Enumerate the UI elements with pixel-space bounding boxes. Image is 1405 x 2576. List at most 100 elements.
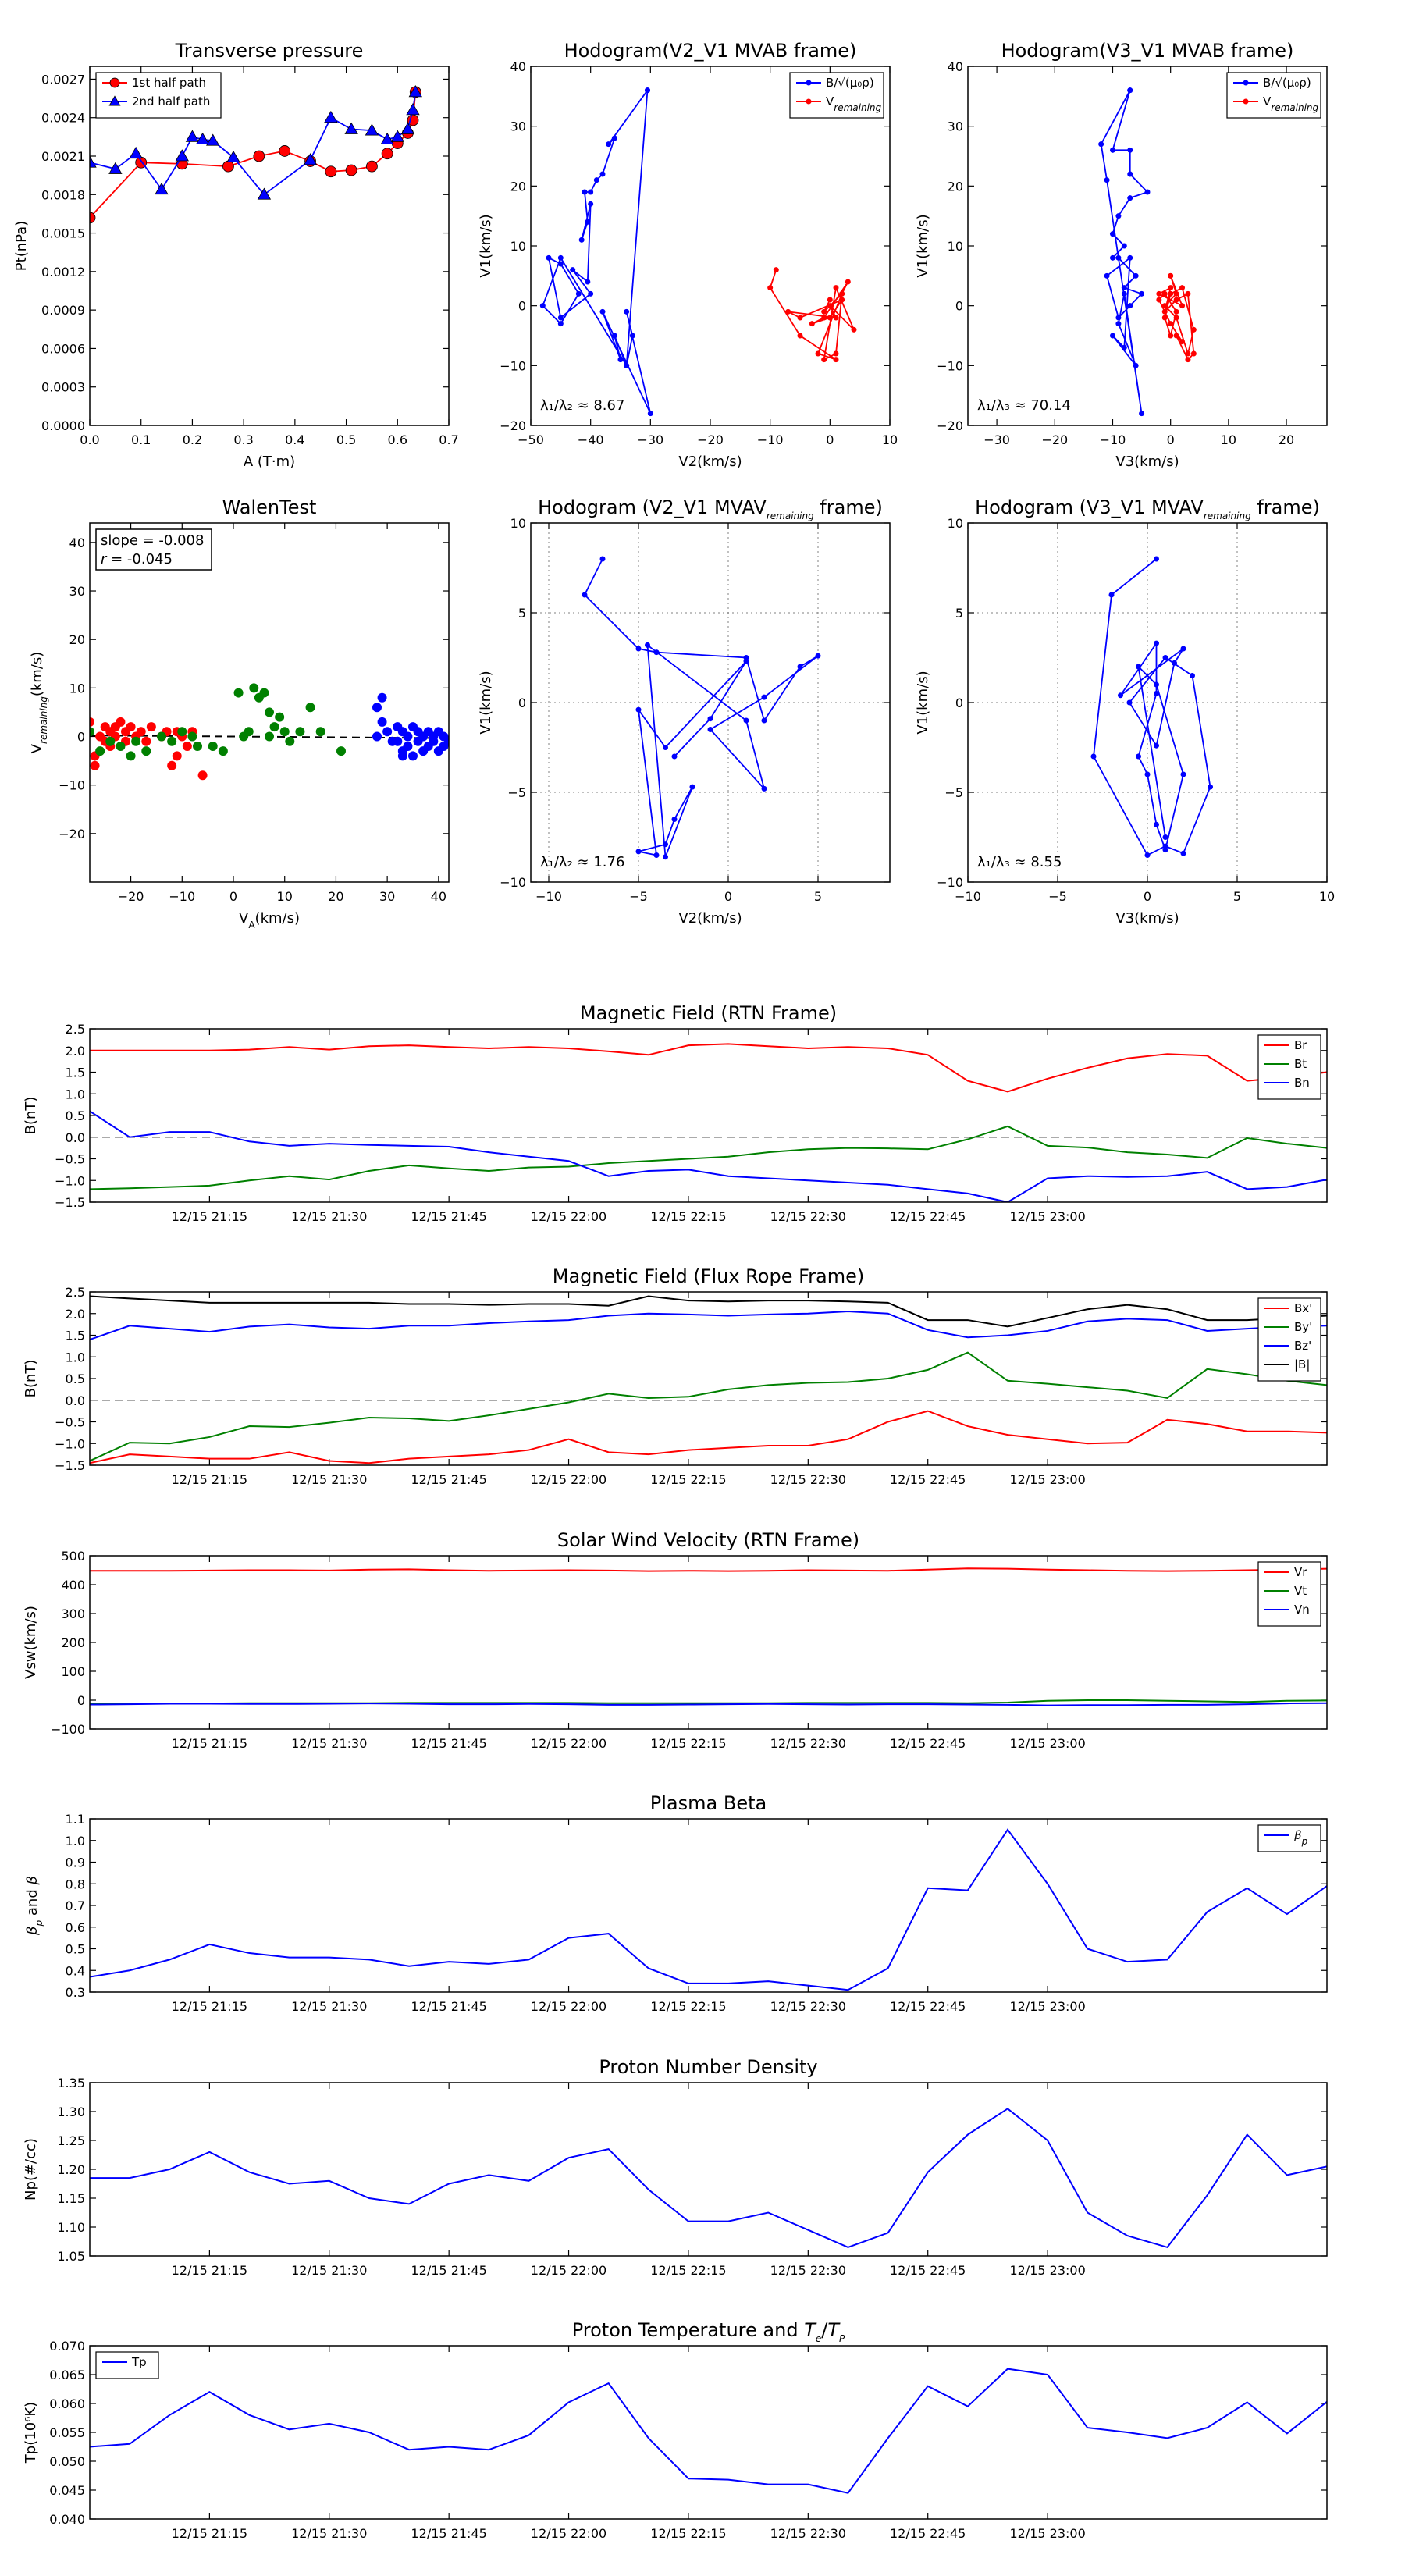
scatter-point-blue	[397, 751, 407, 761]
y-tick-label: 1.20	[57, 2162, 85, 2177]
data-point	[570, 267, 576, 273]
plot-area	[1098, 87, 1197, 417]
plot-area	[90, 1828, 1327, 1991]
y-tick-label: 0.0003	[41, 380, 85, 395]
y-tick-label: 20	[948, 179, 963, 194]
series-line-Bt	[90, 1125, 1327, 1190]
data-point	[797, 664, 803, 670]
series-line-Bn	[90, 1110, 1327, 1202]
annotation: λ₁/λ₂ ≈ 8.67	[540, 397, 624, 414]
data-point	[663, 841, 668, 848]
x-tick-label: 12/15 22:00	[531, 1209, 606, 1224]
x-tick-label: 0	[229, 889, 237, 904]
data-point	[689, 784, 695, 790]
x-tick-label: 10	[1319, 889, 1335, 904]
data-point	[617, 357, 624, 363]
x-tick-label: 12/15 21:30	[291, 1999, 367, 2014]
data-point	[222, 160, 234, 173]
x-tick-label: 0	[724, 889, 732, 904]
x-tick-label: 12/15 22:30	[770, 1472, 846, 1487]
y-tick-label: 0.0	[66, 1393, 85, 1408]
scatter-point-red	[141, 736, 151, 746]
data-point	[253, 150, 265, 162]
data-point	[226, 150, 240, 163]
data-point	[827, 315, 833, 321]
x-tick-label: 10	[1221, 432, 1236, 447]
data-point	[1121, 243, 1127, 249]
scatter-point-red	[126, 722, 136, 732]
legend: Tp	[95, 2351, 159, 2379]
data-point	[809, 321, 815, 327]
data-point	[588, 290, 594, 297]
x-tick-label: 12/15 22:30	[770, 2263, 846, 2278]
data-point	[1168, 321, 1174, 327]
data-point	[1161, 308, 1168, 315]
y-tick-label: 0.9	[66, 1856, 85, 1870]
x-tick-label: 0.1	[131, 432, 151, 447]
axes-frame	[967, 66, 1328, 426]
data-point	[833, 285, 839, 291]
y-tick-label: 40	[948, 59, 963, 74]
scatter-point-red	[182, 741, 192, 751]
y-tick-label: 30	[510, 119, 526, 134]
y-tick-label: 300	[61, 1606, 85, 1621]
scatter-point-blue	[377, 692, 387, 703]
y-tick-label: 0	[77, 730, 85, 745]
data-point	[1162, 655, 1168, 660]
y-tick-label: −10	[937, 875, 963, 890]
plot-area	[582, 556, 821, 860]
data-point	[1144, 852, 1151, 858]
scatter-point-red	[136, 727, 146, 737]
x-tick-label: 12/15 21:15	[172, 1472, 247, 1487]
data-point	[1190, 673, 1195, 678]
data-point	[761, 785, 767, 792]
legend-label: B/√(μ₀ρ)	[826, 76, 874, 90]
y-tick-label: 1.5	[66, 1066, 85, 1080]
data-point	[1156, 290, 1162, 297]
data-point	[90, 212, 96, 224]
plot-area	[90, 2368, 1327, 2494]
y-axis-label: V1(km/s)	[478, 671, 494, 734]
data-point	[1133, 272, 1139, 279]
x-tick-label: −30	[637, 432, 663, 447]
x-tick-label: 12/15 21:15	[172, 1999, 247, 2014]
scatter-point-green	[279, 727, 290, 737]
x-tick-label: 12/15 22:30	[770, 2526, 846, 2541]
data-point	[257, 187, 272, 200]
y-tick-label: 0.0012	[41, 265, 85, 279]
x-tick-label: 12/15 21:30	[291, 1736, 367, 1751]
data-point	[1118, 692, 1123, 699]
axes-frame	[89, 2345, 1328, 2520]
y-tick-label: −5	[944, 785, 963, 800]
y-tick-label: 0.0018	[41, 187, 85, 202]
chart-title: Magnetic Field (Flux Rope Frame)	[553, 1265, 864, 1287]
data-point	[645, 87, 650, 94]
y-tick-label: 0.5	[66, 1942, 85, 1957]
legend-marker	[806, 80, 812, 86]
y-tick-label: 2.5	[66, 1285, 85, 1300]
x-tick-label: 20	[1279, 432, 1294, 447]
data-point	[761, 694, 767, 700]
data-point	[129, 146, 143, 159]
data-point	[833, 350, 839, 357]
legend-label: By'	[1294, 1320, 1312, 1334]
y-tick-label: 0	[955, 696, 963, 710]
y-tick-label: 0.5	[66, 1108, 85, 1123]
scatter-point-green	[315, 727, 325, 737]
legend-box	[95, 2351, 159, 2379]
y-tick-label: 0.050	[49, 2454, 85, 2469]
legend-label: |B|	[1294, 1357, 1310, 1372]
y-tick-label: 20	[69, 632, 85, 647]
data-point	[1179, 285, 1186, 291]
x-axis-label: VA(km/s)	[239, 910, 300, 930]
data-point	[390, 130, 404, 142]
scatter-point-green	[233, 688, 244, 698]
y-tick-label: 400	[61, 1578, 85, 1592]
y-tick-label: 0.6	[66, 1920, 85, 1935]
chart-h4: Hodogram (V3_V1 MVAVremaining frame)−10−…	[915, 496, 1335, 927]
data-point	[1190, 350, 1197, 357]
series-line-B/√(μ₀ρ)	[542, 90, 652, 415]
data-point	[1121, 285, 1127, 291]
y-tick-label: 0.7	[66, 1898, 85, 1913]
x-tick-label: −50	[518, 432, 544, 447]
